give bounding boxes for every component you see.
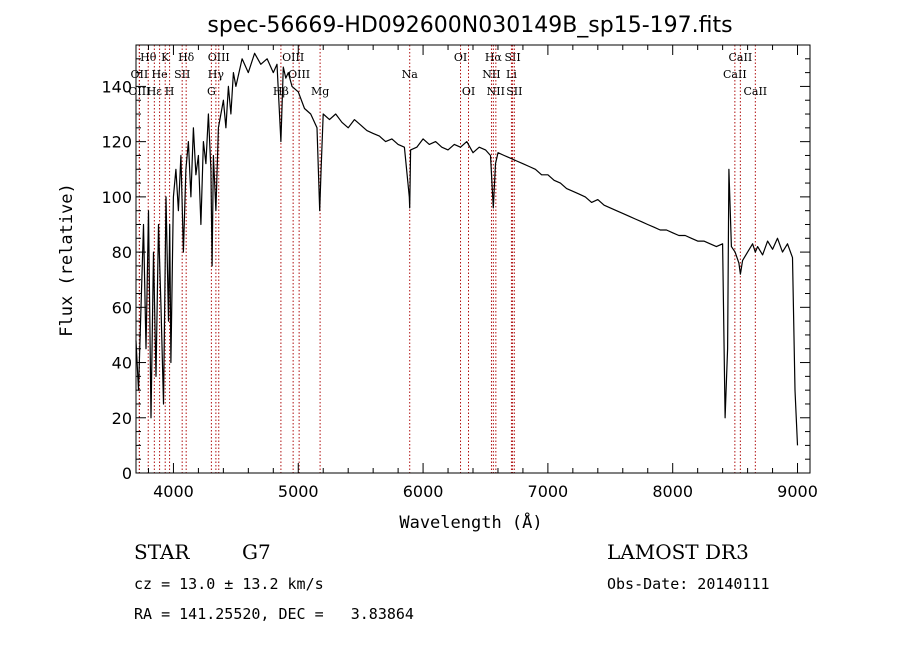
line-marker-label: Hα xyxy=(485,51,503,64)
x-tick-label: 7000 xyxy=(528,482,569,501)
line-marker-label: G xyxy=(207,85,216,98)
ra-dec: RA = 141.25520, DEC = 3.83864 xyxy=(134,605,414,623)
line-marker-label: Hθ xyxy=(140,51,157,64)
x-tick-label: 8000 xyxy=(652,482,693,501)
line-marker-label: NII xyxy=(482,68,500,81)
y-tick-label: 120 xyxy=(101,133,132,152)
line-marker-label: He xyxy=(152,68,168,81)
series-layer xyxy=(135,52,799,446)
line-marker-label: NII xyxy=(487,85,505,98)
x-tick-label: 6000 xyxy=(403,482,444,501)
series-line-flux xyxy=(135,52,799,446)
plot-frame xyxy=(135,44,811,474)
line-marker-label: Mg xyxy=(311,85,329,98)
line-marker-label: OIII xyxy=(288,68,310,81)
line-marker-label: SII xyxy=(174,68,190,81)
object-class: STAR xyxy=(134,540,190,564)
line-marker-label: Na xyxy=(402,68,419,81)
x-axis-label: Wavelength (Å) xyxy=(399,511,542,533)
line-marker-label: Hβ xyxy=(273,85,289,98)
line-marker-label: SII xyxy=(504,51,520,64)
line-marker-label: CaII xyxy=(723,68,747,81)
y-tick-label: 100 xyxy=(101,188,132,207)
line-marker-label: OIII xyxy=(282,51,304,64)
obs-date: Obs-Date: 20140111 xyxy=(607,575,770,593)
line-marker-label: H xyxy=(165,85,175,98)
x-tick-label: 5000 xyxy=(278,482,319,501)
line-marker-label: Hγ xyxy=(208,68,225,81)
line-marker-label: OIII xyxy=(208,51,230,64)
line-marker-label: CaII xyxy=(743,85,767,98)
chart-title: spec-56669-HD092600N030149B_sp15-197.fit… xyxy=(207,13,732,38)
survey-name: LAMOST DR3 xyxy=(607,540,749,564)
line-marker-label: K xyxy=(161,51,170,64)
line-marker-label: CaII xyxy=(729,51,753,64)
y-tick-label: 80 xyxy=(112,243,132,262)
y-tick-label: 40 xyxy=(112,354,132,373)
y-tick-label: 0 xyxy=(122,464,132,483)
x-tick-label: 4000 xyxy=(153,482,194,501)
y-tick-label: 140 xyxy=(101,77,132,96)
y-tick-label: 20 xyxy=(112,409,132,428)
line-marker-label: Hδ xyxy=(178,51,195,64)
axis-ticks: 4000 5000 6000 7000 8000 9000 0 20 40 60 80 100 120 1… xyxy=(101,44,818,501)
y-axis-label: Flux (relative) xyxy=(57,183,77,337)
line-marker-label: Li xyxy=(506,68,517,81)
line-marker-label: OI xyxy=(462,85,475,98)
line-marker-label: OIII xyxy=(128,85,150,98)
line-marker-label: Hε xyxy=(147,85,163,98)
x-tick-label: 9000 xyxy=(777,482,818,501)
line-marker-label: SII xyxy=(506,85,522,98)
object-subclass: G7 xyxy=(242,540,271,564)
line-marker-label: OI xyxy=(454,51,467,64)
redshift-cz: cz = 13.0 ± 13.2 km/s xyxy=(134,575,324,593)
y-tick-label: 60 xyxy=(112,298,132,317)
